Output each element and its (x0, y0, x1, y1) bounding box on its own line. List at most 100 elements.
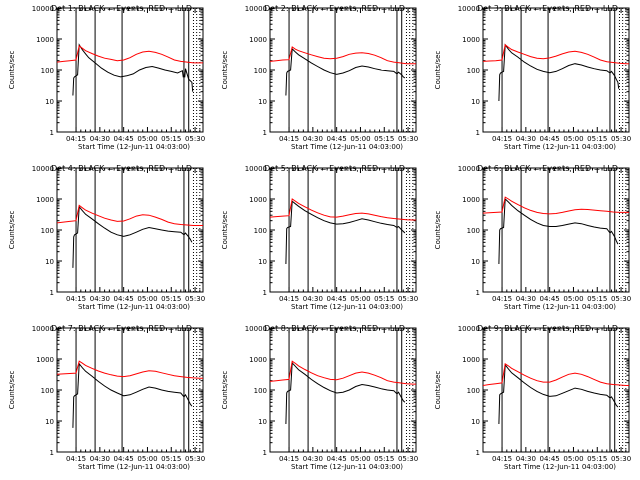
y-tick-label: 100 (254, 67, 267, 75)
y-axis-label: Counts/sec (434, 371, 442, 410)
plot-frame (56, 327, 204, 453)
y-tick-label: 1000 (462, 36, 480, 44)
series-black-line (285, 361, 406, 425)
series-red-line (483, 43, 629, 65)
plot-title: Det 7: BLACK = Events, RED = LLD (51, 324, 192, 333)
x-tick-label: 05:30 (398, 135, 418, 143)
y-tick-label: 1000 (36, 356, 54, 364)
y-axis-label: Counts/sec (434, 211, 442, 250)
x-tick-label: 04:30 (90, 295, 110, 303)
x-axis-label: Start Time (12-Jun-11 04:03:00) (504, 463, 616, 471)
x-tick-label: 04:30 (303, 295, 323, 303)
x-tick-label: 05:30 (398, 295, 418, 303)
y-tick-label: 1 (50, 129, 54, 137)
series-red-line (270, 360, 416, 385)
x-tick-label: 04:15 (66, 295, 86, 303)
detector-plot-8: 1 10 100 1000 10000 04:15 04:30 04:45 05:00 05:15… (221, 324, 418, 471)
y-tick-label: 100 (254, 227, 267, 235)
x-axis-label: Start Time (12-Jun-11 04:03:00) (291, 143, 403, 151)
x-tick-label: 04:15 (66, 455, 86, 463)
series-black-line (285, 47, 406, 96)
y-tick-label: 10000 (32, 165, 54, 173)
x-tick-label: 05:15 (587, 455, 607, 463)
x-axis-label: Start Time (12-Jun-11 04:03:00) (291, 303, 403, 311)
y-tick-label: 10 (45, 418, 54, 426)
x-tick-label: 04:15 (279, 135, 299, 143)
y-tick-label: 1 (263, 449, 267, 457)
y-tick-label: 1 (263, 129, 267, 137)
plot-title: Det 4: BLACK = Events, RED = LLD (51, 164, 192, 173)
y-tick-label: 1000 (462, 356, 480, 364)
series-red-line (483, 196, 629, 215)
detector-plot-6: 1 10 100 1000 10000 04:15 04:30 04:45 05:00 05:15… (434, 164, 631, 311)
y-tick-label: 1000 (36, 36, 54, 44)
x-tick-label: 04:15 (492, 295, 512, 303)
y-tick-label: 10000 (245, 165, 267, 173)
plot-title: Det 2: BLACK = Events, RED = LLD (264, 4, 405, 13)
x-tick-label: 05:00 (137, 295, 157, 303)
plot-frame (269, 167, 417, 293)
x-tick-label: 04:45 (540, 295, 560, 303)
x-tick-label: 04:15 (279, 455, 299, 463)
y-tick-label: 1 (476, 449, 480, 457)
y-tick-label: 100 (41, 227, 54, 235)
y-tick-label: 100 (467, 227, 480, 235)
x-tick-label: 04:15 (279, 295, 299, 303)
x-tick-label: 04:30 (303, 455, 323, 463)
y-tick-label: 100 (467, 67, 480, 75)
y-tick-label: 1 (50, 289, 54, 297)
plot-frame (482, 167, 630, 293)
series-red-line (57, 204, 203, 226)
plot-frame (482, 327, 630, 453)
y-tick-label: 1 (263, 289, 267, 297)
series-black-line (498, 43, 620, 102)
y-tick-label: 10 (45, 258, 54, 266)
x-tick-label: 05:00 (137, 135, 157, 143)
x-tick-label: 05:30 (185, 135, 205, 143)
y-tick-label: 10 (258, 418, 267, 426)
x-tick-label: 04:45 (327, 295, 347, 303)
series-red-line (270, 198, 416, 221)
detector-plot-2: 1 10 100 1000 10000 04:15 04:30 04:45 05:00 05:15… (221, 4, 418, 151)
y-tick-label: 100 (41, 387, 54, 395)
x-tick-label: 05:00 (563, 295, 583, 303)
plot-frame (269, 327, 417, 453)
detector-plot-1: 1 10 100 1000 10000 04:15 04:30 04:45 05:00 05:15… (8, 4, 205, 151)
y-axis-label: Counts/sec (8, 51, 16, 90)
x-tick-label: 05:15 (374, 295, 394, 303)
x-tick-label: 04:30 (516, 295, 536, 303)
detector-plot-4: 1 10 100 1000 10000 04:15 04:30 04:45 05:00 05:15… (8, 164, 205, 311)
x-tick-label: 04:30 (90, 135, 110, 143)
y-axis-label: Counts/sec (8, 211, 16, 250)
x-tick-label: 05:30 (611, 135, 631, 143)
x-axis-label: Start Time (12-Jun-11 04:03:00) (291, 463, 403, 471)
y-tick-label: 10000 (458, 165, 480, 173)
y-tick-label: 10000 (32, 5, 54, 13)
x-tick-label: 05:30 (611, 295, 631, 303)
y-tick-label: 10 (471, 418, 480, 426)
x-axis-label: Start Time (12-Jun-11 04:03:00) (504, 303, 616, 311)
y-tick-label: 10 (45, 98, 54, 106)
y-tick-label: 100 (41, 67, 54, 75)
x-tick-label: 04:15 (492, 455, 512, 463)
series-black-line (498, 197, 619, 265)
x-tick-label: 04:45 (327, 455, 347, 463)
x-tick-label: 04:15 (492, 135, 512, 143)
x-tick-label: 05:00 (563, 135, 583, 143)
x-tick-label: 05:15 (161, 295, 181, 303)
x-tick-label: 04:30 (516, 135, 536, 143)
y-tick-label: 1 (50, 449, 54, 457)
y-axis-label: Counts/sec (221, 211, 229, 250)
y-tick-label: 1 (476, 129, 480, 137)
x-tick-label: 05:30 (185, 295, 205, 303)
detector-plot-9: 1 10 100 1000 10000 04:15 04:30 04:45 05:00 05:15… (434, 324, 631, 471)
y-tick-label: 10000 (458, 325, 480, 333)
x-tick-label: 05:15 (374, 455, 394, 463)
series-red-line (57, 360, 203, 379)
plot-frame (56, 167, 204, 293)
y-tick-label: 10000 (32, 325, 54, 333)
plot-title: Det 6: BLACK = Events, RED = LLD (477, 164, 618, 173)
plot-title: Det 8: BLACK = Events, RED = LLD (264, 324, 405, 333)
y-tick-label: 100 (467, 387, 480, 395)
